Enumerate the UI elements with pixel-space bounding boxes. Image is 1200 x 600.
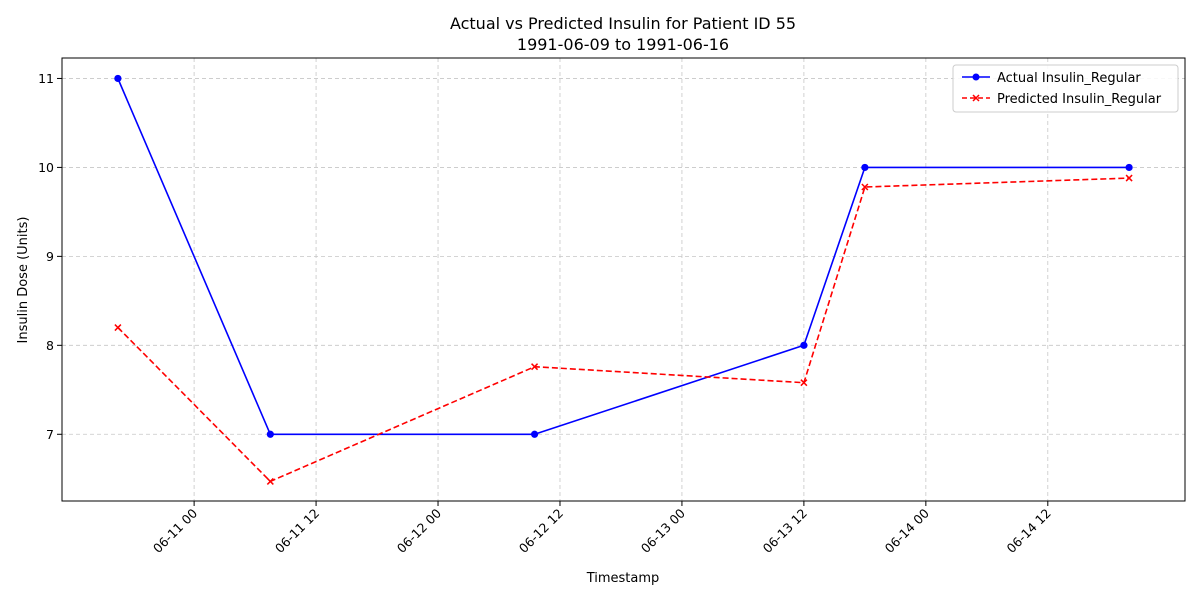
y-tick-label: 9 — [46, 249, 54, 264]
series-line-predicted-insulin-regular — [117, 177, 1130, 483]
plot-area-frame — [61, 57, 1186, 502]
series-layer — [114, 74, 1133, 485]
data-point-actual-insulin-regular — [530, 430, 539, 438]
data-point-actual-insulin-regular — [800, 341, 808, 349]
data-point-predicted-insulin-regular — [266, 477, 274, 485]
data-point-predicted-insulin-regular — [1125, 174, 1133, 182]
grid-layer — [62, 58, 1185, 501]
y-axis-label: Insulin Dose (Units) — [16, 217, 31, 344]
legend-actual-label: Actual Insulin_Regular — [997, 71, 1141, 86]
legend-actual-marker — [972, 73, 980, 81]
y-tick-label: 10 — [38, 160, 54, 175]
legend-box — [952, 64, 1179, 113]
data-point-predicted-insulin-regular — [800, 379, 808, 387]
chart-title: Actual vs Predicted Insulin for Patient … — [450, 14, 796, 33]
x-axis-label: Timestamp — [586, 571, 660, 586]
data-point-predicted-insulin-regular — [531, 363, 539, 371]
y-axis: 7 8 9 10 11 — [38, 71, 62, 442]
legend-predicted-label: Predicted Insulin_Regular — [997, 92, 1162, 107]
chart-subtitle: 1991-06-09 to 1991-06-16 — [517, 35, 729, 54]
legend: Actual Insulin_Regular Predicted Insulin… — [952, 64, 1179, 113]
series-line-actual-insulin-regular — [117, 78, 1130, 436]
data-point-predicted-insulin-regular — [114, 324, 122, 332]
data-point-actual-insulin-regular — [266, 430, 274, 438]
y-tick-label: 8 — [46, 338, 54, 353]
data-point-actual-insulin-regular — [1125, 163, 1133, 172]
y-tick-label: 7 — [46, 427, 54, 442]
data-point-predicted-insulin-regular — [861, 183, 869, 191]
y-tick-label: 11 — [38, 71, 54, 86]
data-point-actual-insulin-regular — [861, 163, 869, 172]
legend-predicted-marker — [972, 94, 980, 102]
data-point-actual-insulin-regular — [114, 74, 122, 83]
